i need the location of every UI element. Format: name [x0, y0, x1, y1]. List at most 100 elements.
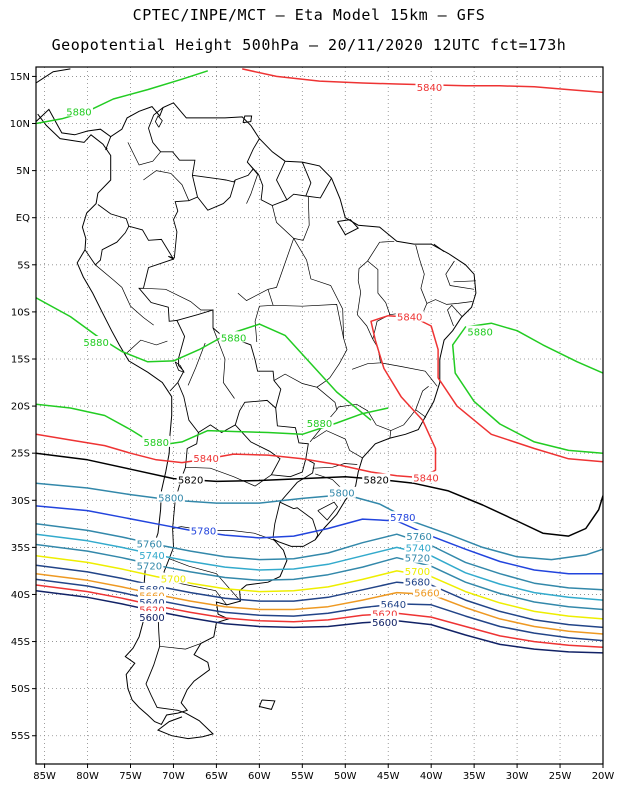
state-border — [447, 304, 463, 327]
coastline — [433, 243, 445, 253]
country-border — [176, 309, 282, 409]
contour-label-5720: 5720 — [137, 561, 162, 572]
contour-label-5620: 5620 — [372, 609, 397, 620]
state-border — [380, 362, 438, 387]
country-border — [168, 255, 175, 260]
contour-label-bg — [156, 491, 185, 503]
contour-label-bg — [412, 586, 441, 598]
contour-label-5740: 5740 — [139, 551, 164, 562]
lon-tick-label: 85W — [33, 771, 56, 782]
contour-label-bg — [405, 530, 434, 542]
contour-label-5620: 5620 — [139, 606, 164, 617]
contour-label-bg — [137, 548, 166, 560]
state-border — [169, 558, 241, 602]
state-border — [127, 142, 161, 166]
state-border — [356, 260, 374, 340]
country-border — [84, 204, 130, 266]
state-border — [426, 299, 473, 305]
contour-label-bg — [137, 589, 166, 601]
contour-label-bg — [379, 597, 408, 609]
country-border — [192, 168, 254, 183]
country-border — [197, 179, 236, 211]
map-frame — [35, 66, 604, 765]
lat-tick-label: 25S — [11, 449, 30, 460]
contour-label-5640: 5640 — [139, 598, 164, 609]
lat-tick-label: 30S — [11, 496, 30, 507]
contour-label-5820: 5820 — [363, 476, 388, 487]
contour-label-5660: 5660 — [414, 589, 439, 600]
state-border — [271, 196, 310, 241]
lon-tick-label: 80W — [76, 771, 99, 782]
contour-label-5600: 5600 — [139, 613, 164, 624]
lat-tick-label: 45S — [11, 637, 30, 648]
state-border — [246, 161, 258, 204]
lon-tick-label: 45W — [377, 771, 400, 782]
lake-outline — [154, 115, 163, 128]
state-border — [143, 170, 190, 201]
contour-label-5800: 5800 — [329, 489, 354, 500]
lat-tick-label: EQ — [16, 213, 30, 224]
contour-labels: 5880 5880 5880 5880 5880 5880 5840 5840 5840 5840… — [64, 80, 495, 629]
lat-tick-label: 10S — [11, 307, 30, 318]
contour-5880 — [36, 70, 209, 125]
lon-tick-label: 35W — [463, 771, 486, 782]
contour-5820 — [36, 452, 603, 537]
contour-label-5800: 5800 — [158, 493, 183, 504]
state-border — [389, 409, 416, 439]
contour-label-bg — [466, 325, 495, 337]
lat-lon-grid — [36, 67, 604, 764]
lat-tick-label: 40S — [11, 590, 30, 601]
contour-label-bg — [327, 486, 356, 498]
contour-label-5880: 5880 — [83, 338, 108, 349]
state-border — [237, 238, 295, 302]
contour-label-5840: 5840 — [397, 313, 422, 324]
contour-label-5780: 5780 — [191, 526, 216, 537]
lon-tick-label: 20W — [592, 771, 615, 782]
contour-label-bg — [395, 310, 424, 322]
state-border — [143, 287, 213, 311]
country-border — [148, 107, 199, 259]
state-border — [367, 240, 395, 262]
contour-label-bg — [403, 564, 432, 576]
lat-tick-label: 5S — [17, 260, 30, 271]
contour-5700 — [36, 555, 603, 620]
lon-tick-label: 25W — [549, 771, 572, 782]
country-border — [279, 458, 319, 541]
state-border — [254, 289, 274, 343]
state-border — [273, 373, 327, 388]
lat-tick-label: 5N — [16, 166, 30, 177]
contour-label-bg — [176, 473, 205, 485]
contour-label-bg — [404, 541, 433, 553]
contour-5880 — [451, 322, 603, 454]
map-title: CPTEC/INPE/MCT – Eta Model 15km – GFS — [132, 6, 486, 24]
contour-label-bg — [388, 511, 417, 523]
country-border — [105, 136, 112, 151]
contour-label-5840: 5840 — [413, 474, 438, 485]
state-border — [326, 338, 348, 381]
contour-layer — [36, 68, 603, 654]
contour-label-5700: 5700 — [405, 567, 430, 578]
contour-label-bg — [64, 105, 93, 117]
geography-layer — [36, 68, 477, 740]
contour-label-5840: 5840 — [193, 454, 218, 465]
lat-tick-label: 15S — [11, 354, 30, 365]
state-border — [273, 304, 344, 339]
state-border — [415, 244, 428, 304]
contour-label-bg — [415, 80, 444, 92]
country-border — [145, 382, 199, 714]
lon-tick-label: 70W — [162, 771, 185, 782]
contour-label-bg — [142, 435, 171, 447]
map-subtitle: Geopotential Height 500hPa – 20/11/2020 … — [51, 36, 567, 54]
contour-5680 — [36, 564, 603, 629]
contour-label-bg — [370, 615, 399, 627]
lake-outline — [174, 361, 185, 373]
contour-label-bg — [403, 575, 432, 587]
contour-label-bg — [403, 551, 432, 563]
contour-label-bg — [137, 595, 166, 607]
state-border — [125, 339, 168, 355]
contour-label-5780: 5780 — [390, 513, 415, 524]
lat-tick-label: 35S — [11, 543, 30, 554]
contour-label-bg — [159, 572, 188, 584]
contour-5840 — [36, 314, 603, 479]
country-border — [234, 424, 307, 478]
